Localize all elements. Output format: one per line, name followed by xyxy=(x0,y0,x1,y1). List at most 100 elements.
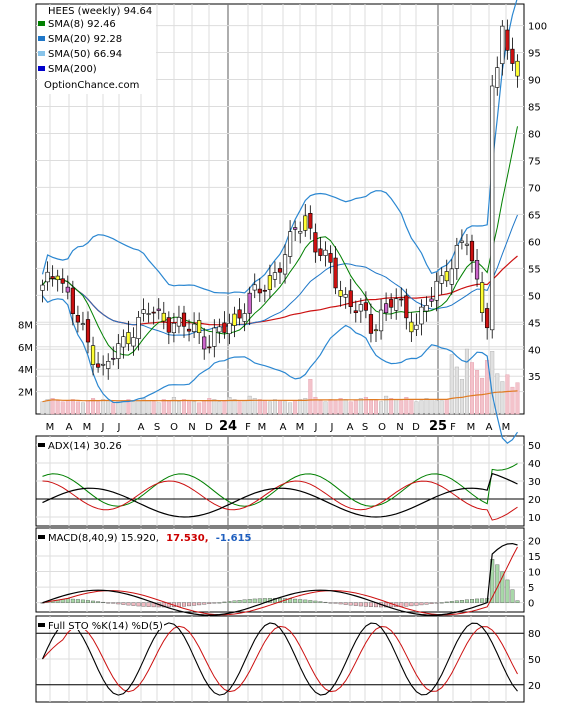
candle-body xyxy=(389,299,394,308)
candle-body xyxy=(505,29,510,51)
candle-body xyxy=(197,320,202,333)
price-tick-label: 65 xyxy=(528,210,541,221)
macd-tick-label: 5 xyxy=(528,583,534,594)
macd-histogram-bar xyxy=(278,598,283,603)
macd-histogram-bar xyxy=(404,602,409,607)
volume-bar xyxy=(262,400,267,415)
candle-body xyxy=(212,327,217,347)
volume-bar xyxy=(131,401,136,415)
volume-bar xyxy=(414,401,419,415)
candle-body xyxy=(394,298,399,311)
candle-body xyxy=(409,321,414,333)
candle-body xyxy=(399,298,404,301)
macd-histogram-bar xyxy=(70,598,75,603)
x-tick-label: S xyxy=(362,422,368,433)
candle-body xyxy=(171,322,176,334)
sto-tick-label: 20 xyxy=(528,681,541,692)
svg-text:MACD(8,40,9) 15.920, 17.: MACD(8,40,9) 15.920, 17.530, -1.615 xyxy=(48,533,252,544)
macd-histogram-bar xyxy=(85,600,90,603)
volume-bar xyxy=(379,401,384,415)
price-tick-label: 40 xyxy=(528,345,541,356)
macd-histogram-bar xyxy=(500,571,505,603)
volume-bar xyxy=(202,400,207,415)
candle-body xyxy=(500,25,505,64)
price-tick-label: 35 xyxy=(528,372,541,383)
macd-histogram-bar xyxy=(343,602,348,605)
candle-body xyxy=(459,240,464,243)
candle-body xyxy=(363,302,368,311)
x-tick-label: J xyxy=(101,422,105,433)
volume-bar xyxy=(187,400,192,415)
volume-bar xyxy=(257,399,262,415)
volume-bar xyxy=(424,398,429,415)
volume-bar xyxy=(333,400,338,415)
candle-body xyxy=(217,326,222,333)
x-tick-label: 24 xyxy=(219,419,237,434)
candle-body xyxy=(469,240,475,262)
macd-histogram-bar xyxy=(131,602,136,606)
volume-bar xyxy=(111,402,116,415)
volume-bar xyxy=(353,400,358,415)
macd-histogram-bar xyxy=(409,602,414,607)
macd-histogram-bar xyxy=(414,602,419,606)
macd-histogram-bar xyxy=(207,602,212,604)
candle-body xyxy=(121,336,126,348)
macd-histogram-bar xyxy=(252,598,257,603)
sto-tick-label: 50 xyxy=(528,655,541,666)
bollinger-upper-band xyxy=(41,0,518,294)
volume-bar xyxy=(318,400,323,415)
candle-body xyxy=(288,231,293,257)
x-tick-label: N xyxy=(188,422,195,433)
volume-bar xyxy=(232,399,237,415)
volume-bar xyxy=(464,348,469,415)
adx-tick-label: 10 xyxy=(528,513,541,524)
macd-histogram-bar xyxy=(272,598,277,603)
macd-signal-line xyxy=(42,546,518,616)
volume-bar xyxy=(197,402,202,415)
macd-histogram-bar xyxy=(116,602,121,605)
candle-body xyxy=(55,275,60,281)
legend-swatch-sma200 xyxy=(38,66,45,71)
candle-body xyxy=(237,309,242,319)
adx-tick-label: 30 xyxy=(528,477,541,488)
candle-body xyxy=(429,298,434,302)
candle-body xyxy=(85,319,91,343)
volume-bar xyxy=(404,397,409,415)
macd-histogram-bar xyxy=(328,602,333,604)
macd-histogram-bar xyxy=(192,602,197,606)
adx-plus-di-line xyxy=(42,463,518,507)
legend-sma8: SMA(8) 92.46 xyxy=(48,19,116,30)
x-tick-label: A xyxy=(347,422,354,433)
volume-bar xyxy=(449,354,454,415)
macd-histogram-bar xyxy=(480,598,485,603)
candle-body xyxy=(373,329,379,332)
candle-body xyxy=(242,313,247,322)
macd-histogram-bar xyxy=(75,599,80,603)
candle-body xyxy=(480,282,485,313)
volume-bar xyxy=(283,401,288,415)
macd-histogram-bar xyxy=(358,602,363,607)
macd-histogram-bar xyxy=(257,598,262,603)
candle-body xyxy=(202,336,207,350)
macd-histogram-bar xyxy=(232,600,237,603)
candle-body xyxy=(232,313,237,326)
volume-bar xyxy=(192,401,197,415)
price-tick-label: 55 xyxy=(528,264,541,275)
x-tick-label: M xyxy=(83,422,92,433)
legend-sma50: SMA(50) 66.94 xyxy=(48,49,122,60)
macd-label: MACD(8,40,9) 15.920, xyxy=(48,533,159,544)
macd-histogram-bar xyxy=(429,602,434,604)
adx-header: ADX(14) 30.26 xyxy=(38,438,128,452)
macd-signal-value: 17.530, xyxy=(166,533,208,544)
candle-body xyxy=(404,295,409,319)
macd-histogram-bar xyxy=(308,600,313,603)
volume-bar xyxy=(510,386,515,415)
macd-histogram-bar xyxy=(424,602,429,605)
price-tick-label: 85 xyxy=(528,103,541,114)
candle-body xyxy=(338,290,343,297)
volume-bar xyxy=(267,401,272,415)
candle-body xyxy=(282,254,288,275)
candle-body xyxy=(262,289,267,292)
candle-layer xyxy=(40,19,520,380)
x-tick-label: D xyxy=(205,422,213,433)
